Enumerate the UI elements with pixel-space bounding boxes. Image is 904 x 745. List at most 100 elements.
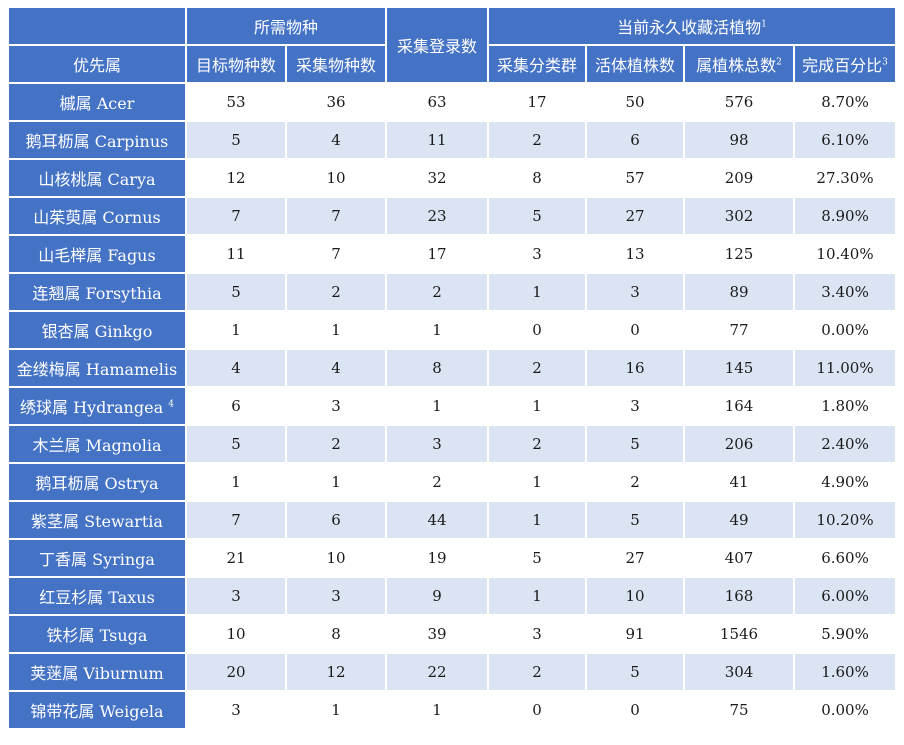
header-completion-label: 完成百分比 — [802, 56, 883, 75]
target-species-cell: 3 — [187, 692, 285, 728]
collected-species-cell: 4 — [287, 350, 386, 386]
collected-taxa-cell: 8 — [489, 160, 586, 196]
collected-species-cell: 10 — [287, 540, 386, 576]
genus-name: 红豆杉属 Taxus — [39, 588, 155, 607]
genus-total-cell: 89 — [685, 274, 794, 310]
collected-taxa-cell: 1 — [489, 578, 586, 614]
genus-name-cell: 铁杉属 Tsuga — [9, 616, 185, 652]
collected-species-cell: 3 — [287, 388, 386, 424]
header-collected-species: 采集物种数 — [287, 46, 386, 82]
completion-cell: 1.80% — [795, 388, 896, 424]
table-row: 山毛榉属 Fagus 11 7 17 3 13 125 10.40% — [9, 236, 896, 272]
completion-cell: 27.30% — [795, 160, 896, 196]
target-species-cell: 4 — [187, 350, 285, 386]
collected-species-cell: 1 — [287, 692, 386, 728]
living-plants-cell: 13 — [587, 236, 684, 272]
living-plants-cell: 5 — [587, 502, 684, 538]
genus-name: 木兰属 Magnolia — [32, 436, 162, 455]
accessions-cell: 44 — [387, 502, 488, 538]
completion-cell: 6.00% — [795, 578, 896, 614]
completion-cell: 6.60% — [795, 540, 896, 576]
genus-name-cell: 木兰属 Magnolia — [9, 426, 185, 462]
header-row-group: 所需物种 采集登录数 当前永久收藏活植物1 — [9, 8, 896, 82]
collected-taxa-cell: 2 — [489, 122, 586, 158]
completion-cell: 4.90% — [795, 464, 896, 500]
collected-taxa-cell: 1 — [489, 274, 586, 310]
living-plants-cell: 3 — [587, 388, 684, 424]
genus-total-cell: 125 — [685, 236, 794, 272]
genus-total-cell: 209 — [685, 160, 794, 196]
completion-cell: 8.90% — [795, 198, 896, 234]
header-group-collection-label: 当前永久收藏活植物 — [617, 18, 762, 37]
living-plants-cell: 2 — [587, 464, 684, 500]
target-species-cell: 1 — [187, 312, 285, 348]
collected-taxa-cell: 2 — [489, 654, 586, 690]
table-row: 铁杉属 Tsuga 10 8 39 3 91 1546 5.90% — [9, 616, 896, 652]
genus-name-cell: 荚蒾属 Viburnum — [9, 654, 185, 690]
accessions-cell: 2 — [387, 274, 488, 310]
table-body: 槭属 Acer 53 36 63 17 50 576 8.70% 鹅耳枥属 Carpinus 5 4… — [9, 84, 896, 728]
priority-genus-table: 所需物种 采集登录数 当前永久收藏活植物1 优先属 目标物种数 采集物种数 采集… — [7, 6, 897, 730]
target-species-cell: 5 — [187, 274, 285, 310]
collected-taxa-cell: 2 — [489, 426, 586, 462]
header-living-plants: 活体植株数 — [587, 46, 684, 82]
table-row: 山核桃属 Carya 12 10 32 8 57 209 27.30% — [9, 160, 896, 196]
footnote-marker: 3 — [882, 57, 888, 68]
genus-name-cell: 连翘属 Forsythia — [9, 274, 185, 310]
header-blank-corner — [9, 8, 185, 44]
genus-name-cell: 鹅耳枥属 Ostrya — [9, 464, 185, 500]
footnote-marker: 4 — [168, 399, 174, 410]
genus-total-cell: 75 — [685, 692, 794, 728]
header-group-required: 所需物种 — [187, 8, 386, 44]
table-row: 槭属 Acer 53 36 63 17 50 576 8.70% — [9, 84, 896, 120]
collected-species-cell: 6 — [287, 502, 386, 538]
living-plants-cell: 5 — [587, 654, 684, 690]
target-species-cell: 11 — [187, 236, 285, 272]
living-plants-cell: 10 — [587, 578, 684, 614]
header-completion: 完成百分比3 — [795, 46, 896, 82]
living-plants-cell: 27 — [587, 540, 684, 576]
genus-name-cell: 山核桃属 Carya — [9, 160, 185, 196]
table-row: 鹅耳枥属 Ostrya 1 1 2 1 2 41 4.90% — [9, 464, 896, 500]
collected-species-cell: 7 — [287, 236, 386, 272]
table-row: 绣球属 Hydrangea 4 6 3 1 1 3 164 1.80% — [9, 388, 896, 424]
accessions-cell: 17 — [387, 236, 488, 272]
genus-name: 银杏属 Ginkgo — [41, 322, 153, 341]
target-species-cell: 53 — [187, 84, 285, 120]
collected-species-cell: 7 — [287, 198, 386, 234]
genus-name: 丁香属 Syringa — [39, 550, 155, 569]
target-species-cell: 1 — [187, 464, 285, 500]
target-species-cell: 7 — [187, 502, 285, 538]
table-row: 鹅耳枥属 Carpinus 5 4 11 2 6 98 6.10% — [9, 122, 896, 158]
header-genus-total: 属植株总数2 — [685, 46, 794, 82]
accessions-cell: 19 — [387, 540, 488, 576]
table-row: 金缕梅属 Hamamelis 4 4 8 2 16 145 11.00% — [9, 350, 896, 386]
collected-species-cell: 10 — [287, 160, 386, 196]
header-target-species: 目标物种数 — [187, 46, 285, 82]
genus-total-cell: 41 — [685, 464, 794, 500]
living-plants-cell: 5 — [587, 426, 684, 462]
living-plants-cell: 57 — [587, 160, 684, 196]
collected-species-cell: 2 — [287, 274, 386, 310]
living-plants-cell: 16 — [587, 350, 684, 386]
accessions-cell: 1 — [387, 312, 488, 348]
genus-total-cell: 576 — [685, 84, 794, 120]
collected-taxa-cell: 5 — [489, 198, 586, 234]
genus-name: 紫茎属 Stewartia — [31, 512, 163, 531]
genus-name-cell: 槭属 Acer — [9, 84, 185, 120]
accessions-cell: 11 — [387, 122, 488, 158]
genus-name-cell: 丁香属 Syringa — [9, 540, 185, 576]
target-species-cell: 21 — [187, 540, 285, 576]
completion-cell: 8.70% — [795, 84, 896, 120]
collected-taxa-cell: 1 — [489, 464, 586, 500]
genus-name: 锦带花属 Weigela — [30, 702, 164, 721]
footnote-marker: 1 — [761, 19, 767, 30]
collected-species-cell: 36 — [287, 84, 386, 120]
accessions-cell: 1 — [387, 388, 488, 424]
genus-name: 绣球属 Hydrangea — [20, 398, 164, 417]
collected-species-cell: 4 — [287, 122, 386, 158]
completion-cell: 5.90% — [795, 616, 896, 652]
collected-taxa-cell: 3 — [489, 616, 586, 652]
genus-name: 连翘属 Forsythia — [32, 284, 162, 303]
target-species-cell: 20 — [187, 654, 285, 690]
